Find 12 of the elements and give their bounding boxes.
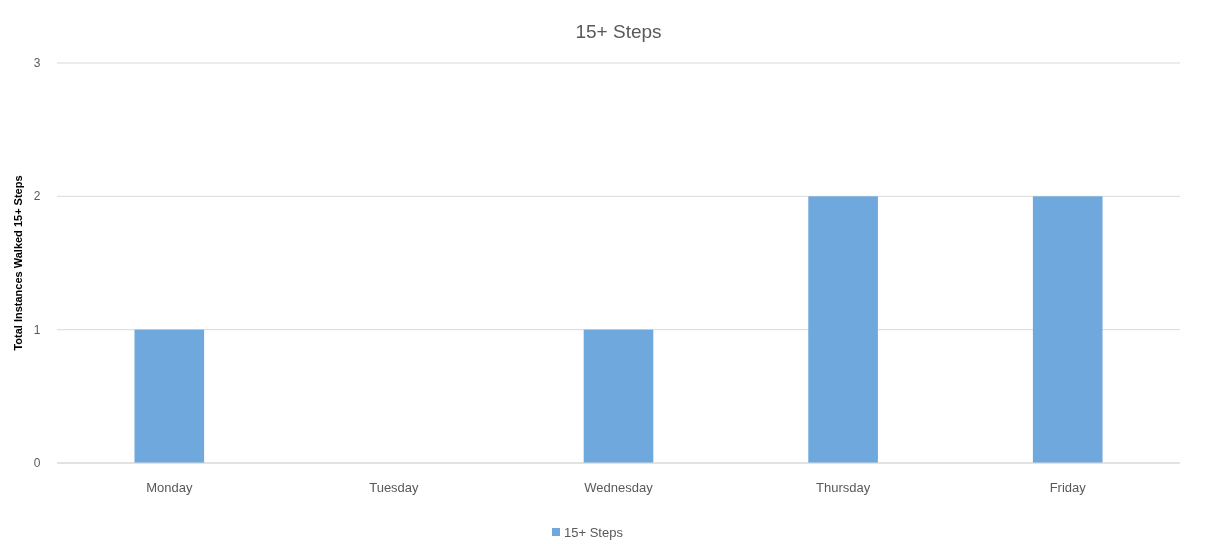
x-tick-label: Friday (1049, 480, 1087, 495)
y-tick-label: 3 (33, 56, 41, 70)
x-tick-label: Thursday (816, 480, 871, 495)
y-tick-label: 0 (33, 456, 41, 470)
chart-title: 15+ Steps (575, 21, 662, 42)
x-tick-label: Tuesday (369, 480, 420, 495)
y-axis-title: Total Instances Walked 15+ Steps (12, 175, 24, 351)
y-tick-label: 2 (33, 189, 41, 204)
legend-label: 15+ Steps (564, 525, 624, 540)
y-tick-label: 1 (33, 322, 41, 337)
x-tick-label: Monday (146, 480, 193, 495)
x-tick-label: Wednesday (584, 480, 654, 495)
